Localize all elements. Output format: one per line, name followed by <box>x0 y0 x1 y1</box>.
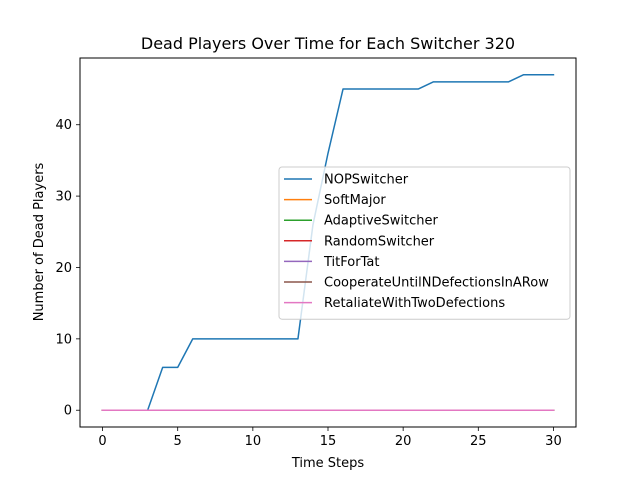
y-axis-label: Number of Dead Players <box>32 162 47 321</box>
legend-label: NOPSwitcher <box>324 173 409 188</box>
series-line-0 <box>101 74 555 411</box>
y-tick-label: 0 <box>64 404 72 419</box>
legend-label: SoftMajor <box>324 193 386 208</box>
legend-label: RetaliateWithTwoDefections <box>324 296 505 311</box>
x-tick-label: 25 <box>470 434 487 449</box>
legend-label: CooperateUntilNDefectionsInARow <box>324 276 549 291</box>
y-tick-label: 10 <box>55 332 72 347</box>
legend: NOPSwitcher SoftMajor AdaptiveSwitcher Rand… <box>278 166 571 320</box>
x-tick-label: 15 <box>320 434 337 449</box>
chart-title: Dead Players Over Time for Each Switcher… <box>141 34 515 53</box>
legend-label: AdaptiveSwitcher <box>324 214 439 229</box>
y-tick-label: 30 <box>55 190 72 205</box>
legend-label: RandomSwitcher <box>324 234 435 249</box>
x-axis-label: Time Steps <box>291 456 365 471</box>
legend-box <box>278 166 571 320</box>
y-axis: 0 10 20 30 40 <box>55 118 80 419</box>
x-tick-label: 30 <box>545 434 562 449</box>
x-tick-label: 0 <box>98 434 106 449</box>
legend-label: TitForTat <box>323 255 379 270</box>
x-tick-label: 10 <box>245 434 262 449</box>
x-tick-label: 20 <box>395 434 412 449</box>
x-tick-label: 5 <box>174 434 182 449</box>
y-tick-label: 40 <box>55 118 72 133</box>
x-axis: 0 5 10 15 20 25 30 <box>98 427 562 449</box>
series-layer <box>101 74 555 411</box>
y-tick-label: 20 <box>55 261 72 276</box>
